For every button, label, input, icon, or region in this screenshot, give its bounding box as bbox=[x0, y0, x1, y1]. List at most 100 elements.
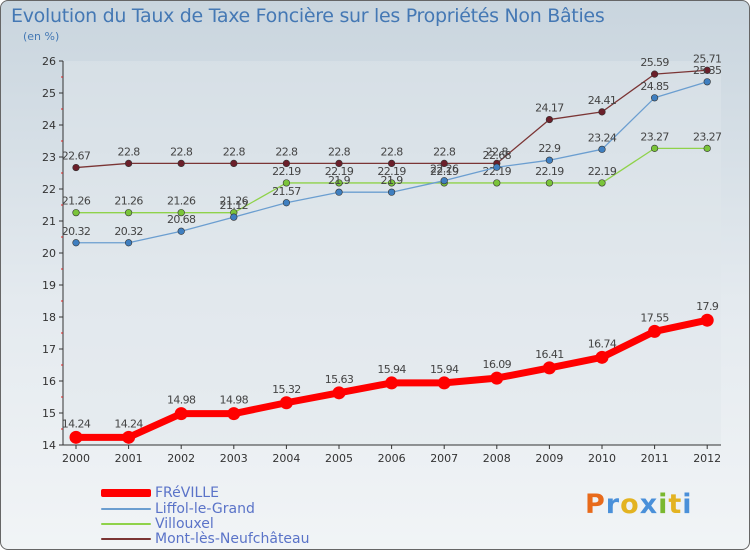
data-point bbox=[124, 209, 133, 217]
data-label: 23.27 bbox=[693, 130, 722, 143]
y-tick-label: 24 bbox=[42, 119, 56, 132]
data-point bbox=[177, 227, 185, 235]
x-tick-label: 2002 bbox=[167, 452, 195, 465]
data-point bbox=[282, 159, 291, 167]
data-label: 21.9 bbox=[381, 174, 404, 187]
data-point bbox=[650, 144, 659, 152]
data-label: 20.68 bbox=[167, 213, 196, 226]
data-point bbox=[124, 239, 133, 247]
legend-item-freville: FRéVILLE bbox=[101, 485, 219, 501]
y-tick-label: 25 bbox=[42, 87, 56, 100]
data-label: 24.41 bbox=[588, 94, 617, 107]
data-label: 22.67 bbox=[62, 150, 91, 163]
data-label: 14.98 bbox=[167, 394, 196, 407]
data-label: 22.68 bbox=[483, 149, 512, 162]
x-tick-label: 2007 bbox=[430, 452, 458, 465]
data-label: 21.12 bbox=[220, 199, 249, 212]
chart-subtitle: (en %) bbox=[23, 30, 60, 43]
legend-item-mont: Mont-lès-Neufchâteau bbox=[101, 531, 310, 547]
data-point bbox=[703, 144, 711, 152]
data-label: 17.55 bbox=[640, 311, 669, 324]
legend-swatch bbox=[101, 523, 151, 525]
data-label: 23.27 bbox=[640, 130, 669, 143]
data-point bbox=[542, 361, 556, 375]
data-point bbox=[388, 159, 396, 167]
legend-label: Villouxel bbox=[155, 516, 214, 532]
x-tick-label: 2006 bbox=[378, 452, 406, 465]
data-point bbox=[700, 313, 714, 327]
data-point bbox=[279, 396, 293, 410]
data-point bbox=[124, 159, 133, 167]
x-tick-label: 2010 bbox=[588, 452, 616, 465]
data-label: 22.19 bbox=[483, 165, 512, 178]
data-point bbox=[598, 179, 606, 187]
data-point bbox=[335, 188, 343, 196]
x-tick-label: 2004 bbox=[272, 452, 300, 465]
data-point bbox=[72, 163, 80, 172]
data-point bbox=[335, 159, 343, 167]
data-label: 21.26 bbox=[167, 195, 196, 208]
data-label: 22.8 bbox=[223, 145, 246, 158]
data-label: 24.17 bbox=[535, 102, 564, 115]
x-tick-label: 2012 bbox=[693, 452, 721, 465]
legend-item-liffol: Liffol-le-Grand bbox=[101, 501, 255, 517]
y-tick-label: 17 bbox=[42, 343, 56, 356]
legend-swatch bbox=[101, 538, 151, 540]
y-tick-label: 14 bbox=[42, 439, 56, 452]
data-point bbox=[703, 78, 711, 86]
chart-title: Evolution du Taux de Taxe Foncière sur l… bbox=[11, 5, 605, 27]
data-label: 22.19 bbox=[377, 165, 406, 178]
data-point bbox=[230, 213, 238, 221]
legend-label: Liffol-le-Grand bbox=[155, 501, 255, 517]
y-tick-label: 20 bbox=[42, 247, 56, 260]
data-point bbox=[69, 430, 83, 444]
data-label: 22.8 bbox=[275, 145, 298, 158]
data-point bbox=[440, 177, 448, 185]
y-tick-label: 21 bbox=[42, 215, 56, 228]
data-label: 15.94 bbox=[377, 363, 406, 376]
y-tick-label: 15 bbox=[42, 407, 56, 420]
data-label: 16.09 bbox=[483, 358, 512, 371]
data-label: 15.63 bbox=[325, 373, 354, 386]
data-label: 22.8 bbox=[170, 145, 193, 158]
data-label: 21.26 bbox=[220, 195, 249, 208]
data-point bbox=[282, 179, 291, 187]
x-tick-label: 2005 bbox=[325, 452, 353, 465]
y-tick-label: 18 bbox=[42, 311, 56, 324]
y-tick-label: 19 bbox=[42, 279, 56, 292]
data-label: 21.57 bbox=[272, 185, 301, 198]
data-point bbox=[437, 376, 451, 390]
data-label: 22.9 bbox=[538, 142, 561, 155]
data-point bbox=[545, 115, 554, 124]
data-label: 22.26 bbox=[430, 163, 459, 176]
data-point bbox=[72, 239, 80, 247]
data-point bbox=[335, 179, 343, 187]
data-label: 15.32 bbox=[272, 383, 301, 396]
data-label: 14.24 bbox=[62, 417, 91, 430]
y-tick-label: 23 bbox=[42, 151, 56, 164]
data-label: 15.94 bbox=[430, 363, 459, 376]
data-label: 14.98 bbox=[220, 394, 249, 407]
data-label: 20.32 bbox=[62, 225, 91, 238]
x-tick-label: 2001 bbox=[115, 452, 143, 465]
data-point bbox=[493, 163, 501, 171]
data-point bbox=[177, 159, 185, 167]
data-point bbox=[230, 159, 238, 167]
data-label: 25.71 bbox=[693, 52, 722, 65]
data-label: 17.9 bbox=[696, 300, 719, 313]
data-label: 25.59 bbox=[640, 56, 669, 69]
data-label: 22.19 bbox=[325, 165, 354, 178]
x-tick-label: 2003 bbox=[220, 452, 248, 465]
x-tick-label: 2009 bbox=[535, 452, 563, 465]
data-point bbox=[177, 209, 185, 217]
data-label: 22.8 bbox=[381, 145, 404, 158]
data-label: 22.8 bbox=[433, 145, 456, 158]
legend-label: FRéVILLE bbox=[155, 485, 219, 501]
legend-label: Mont-lès-Neufchâteau bbox=[155, 531, 310, 547]
data-label: 20.32 bbox=[114, 225, 143, 238]
data-point bbox=[388, 179, 396, 187]
data-label: 22.19 bbox=[272, 165, 301, 178]
data-point bbox=[72, 209, 80, 217]
data-point bbox=[598, 145, 606, 153]
